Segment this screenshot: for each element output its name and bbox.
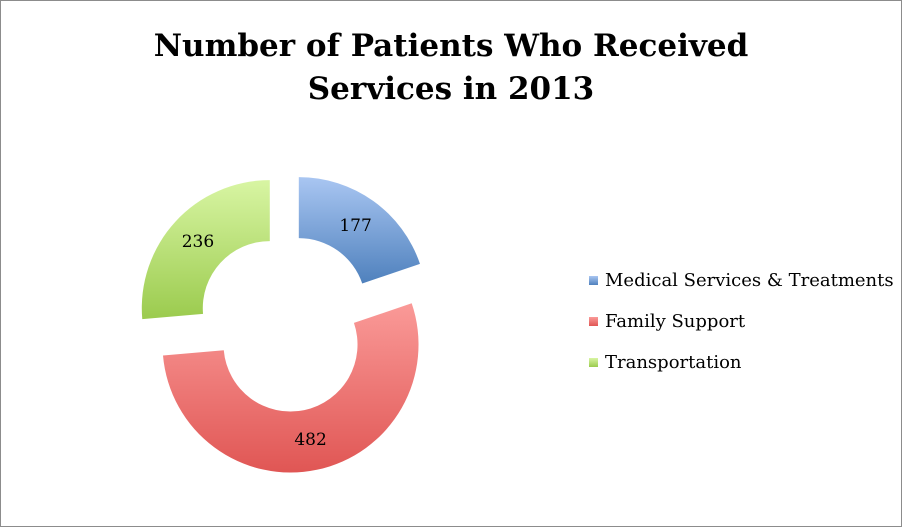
data-label-transportation: 236 — [182, 232, 214, 252]
chart-title: Number of Patients Who Received Services… — [1, 25, 901, 111]
legend-swatch-medical-services — [589, 276, 598, 285]
legend-label-family-support: Family Support — [605, 311, 746, 332]
legend-swatch-family-support — [589, 317, 598, 326]
slice-medical-services — [298, 177, 420, 284]
slice-transportation — [141, 180, 270, 320]
legend-label-medical-services: Medical Services & Treatments — [605, 270, 894, 291]
data-label-family-support: 482 — [294, 430, 326, 450]
legend-swatch-transportation — [589, 358, 598, 367]
chart-title-line-1: Number of Patients Who Received — [153, 28, 749, 64]
chart-title-line-2: Services in 2013 — [307, 71, 595, 107]
slice-family-support — [162, 303, 419, 473]
data-label-medical-services: 177 — [339, 216, 371, 236]
legend-label-transportation: Transportation — [605, 352, 742, 373]
